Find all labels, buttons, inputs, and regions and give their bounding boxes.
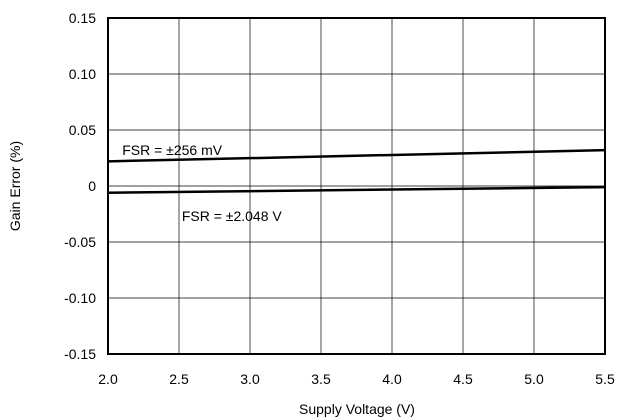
annotations: FSR = ±256 mV FSR = ±2.048 V [122, 142, 282, 224]
series-line-1 [107, 185, 606, 194]
series-line-0 [107, 148, 606, 163]
plot-frame [107, 17, 606, 355]
y-tick-labels: 0.15 0.10 0.05 0 -0.05 -0.10 -0.15 [64, 10, 96, 362]
x-tick-label: 4.5 [453, 371, 473, 387]
x-tick-label: 3.5 [311, 371, 331, 387]
y-tick-label: -0.10 [64, 290, 96, 306]
x-tick-label: 2.0 [98, 371, 118, 387]
x-tick-label: 5.5 [595, 371, 615, 387]
x-tick-label: 4.0 [382, 371, 402, 387]
x-tick-labels: 2.0 2.5 3.0 3.5 4.0 4.5 5.0 5.5 [98, 371, 615, 387]
y-axis-label: Gain Error (%) [7, 141, 23, 231]
y-tick-label: 0 [88, 178, 96, 194]
y-tick-label: -0.15 [64, 346, 96, 362]
x-tick-label: 5.0 [524, 371, 544, 387]
annotation-0: FSR = ±256 mV [122, 142, 223, 158]
x-tick-label: 2.5 [169, 371, 189, 387]
y-tick-label: 0.10 [69, 66, 96, 82]
x-axis-label: Supply Voltage (V) [299, 401, 415, 417]
series-lines [107, 148, 606, 194]
y-tick-label: 0.05 [69, 122, 96, 138]
y-tick-label: 0.15 [69, 10, 96, 26]
x-tick-label: 3.0 [240, 371, 260, 387]
grid-lines [107, 17, 606, 355]
annotation-1: FSR = ±2.048 V [182, 208, 283, 224]
y-tick-label: -0.05 [64, 234, 96, 250]
